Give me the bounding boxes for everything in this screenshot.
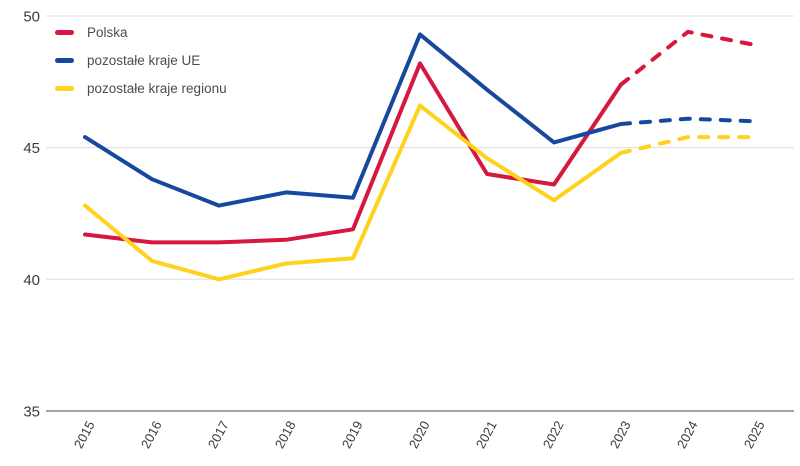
series-line-forecast-2: [619, 135, 757, 155]
series-line-forecast-1: [619, 116, 757, 126]
legend-label-pozostale-kraje-ue: pozostałe kraje UE: [87, 52, 201, 68]
legend-swatch-pozostale-kraje-ue: [55, 58, 74, 63]
x-tick-label-2015: 2015: [71, 418, 98, 451]
series-line-forecast-0: [619, 29, 757, 87]
legend-item-pozostale-kraje-regionu: pozostałe kraje regionu: [55, 80, 227, 97]
legend-item-polska: Polska: [55, 24, 227, 41]
series-line-solid-1: [83, 32, 623, 208]
y-tick-label-40: 40: [23, 272, 40, 289]
y-tick-label-50: 50: [23, 9, 40, 26]
x-tick-label-2018: 2018: [272, 418, 299, 451]
x-tick-label-2021: 2021: [473, 418, 500, 451]
x-tick-label-2019: 2019: [339, 418, 366, 451]
x-tick-label-2020: 2020: [406, 418, 433, 451]
legend-label-polska: Polska: [87, 24, 128, 40]
legend-item-pozostale-kraje-ue: pozostałe kraje UE: [55, 52, 227, 69]
series-line-solid-2: [83, 103, 623, 282]
x-tick-label-2016: 2016: [138, 418, 165, 451]
chart-legend: Polska pozostałe kraje UE pozostałe kraj…: [55, 24, 227, 97]
legend-swatch-pozostale-kraje-regionu: [55, 86, 74, 91]
x-tick-label-2025: 2025: [741, 418, 768, 451]
y-tick-label-35: 35: [23, 403, 40, 420]
legend-label-pozostale-kraje-regionu: pozostałe kraje regionu: [87, 80, 227, 96]
x-tick-label-2022: 2022: [540, 418, 567, 451]
x-tick-label-2024: 2024: [674, 418, 701, 451]
x-tick-label-2023: 2023: [607, 418, 634, 451]
x-tick-label-2017: 2017: [205, 418, 232, 451]
series-line-solid-0: [83, 61, 623, 245]
legend-swatch-polska: [55, 30, 74, 35]
y-tick-label-45: 45: [23, 140, 40, 157]
